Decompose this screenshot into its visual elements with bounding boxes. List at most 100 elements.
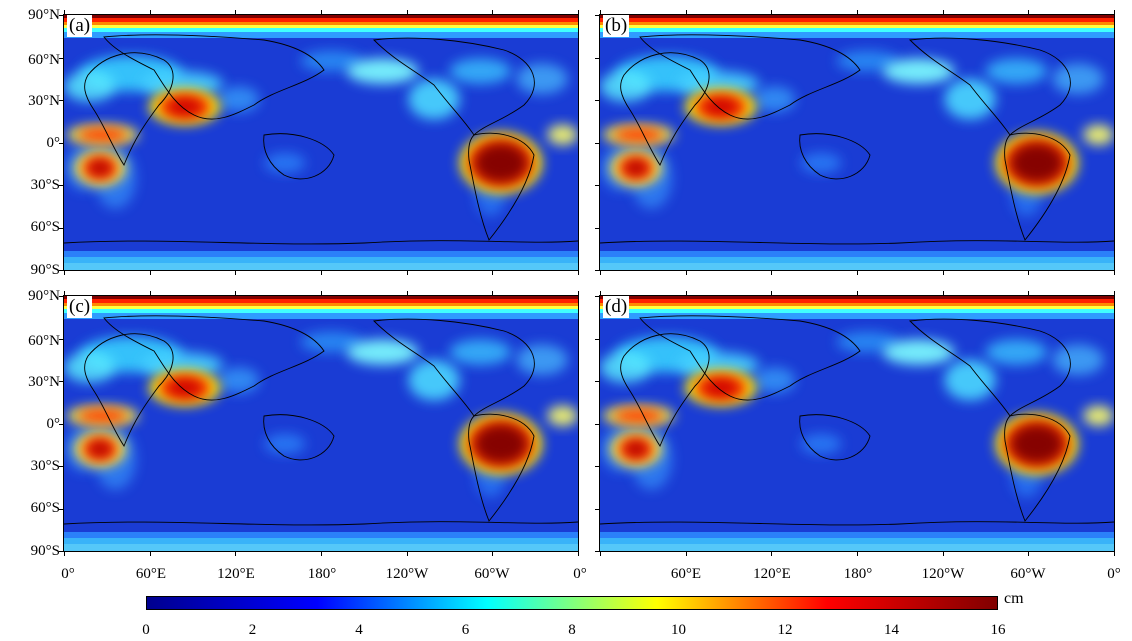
lat-label-90s-top: 90°S bbox=[30, 262, 60, 278]
colorbar-tick-label: 16 bbox=[990, 622, 1006, 638]
field-blob bbox=[944, 78, 996, 120]
field-blob bbox=[218, 367, 260, 393]
lon-label-60e-right: 60°E bbox=[670, 566, 702, 582]
lat-label-60s-top: 60°S bbox=[30, 219, 60, 235]
lon-label-120e-left: 120°E bbox=[217, 566, 255, 582]
colorbar-tick-label: 0 bbox=[142, 622, 150, 638]
axis-tick bbox=[321, 291, 322, 296]
lon-label-120w-left: 120°W bbox=[385, 566, 429, 582]
axis-tick bbox=[595, 508, 600, 510]
axis-tick bbox=[1114, 270, 1115, 275]
polar-band bbox=[64, 257, 578, 263]
lat-label-0-bottom: 0° bbox=[46, 416, 61, 432]
coastline bbox=[909, 37, 1071, 136]
polar-band bbox=[600, 257, 1114, 263]
field-blob bbox=[702, 97, 739, 116]
field-blob bbox=[300, 50, 363, 72]
polar-band bbox=[600, 296, 1114, 300]
polar-band bbox=[64, 544, 578, 551]
map-panel-c: (c) bbox=[63, 295, 579, 552]
polar-band bbox=[600, 263, 1114, 270]
coastline bbox=[620, 52, 710, 166]
polar-band bbox=[600, 306, 1114, 310]
axis-tick bbox=[578, 551, 579, 556]
colorbar-tick-label: 6 bbox=[461, 622, 470, 638]
polar-band bbox=[64, 22, 578, 26]
colorbar-tick-label: 14 bbox=[884, 622, 899, 638]
field-blob bbox=[754, 367, 796, 393]
field-blob bbox=[218, 86, 260, 112]
axis-tick bbox=[942, 551, 944, 556]
colorbar-tick-label: 10 bbox=[671, 622, 686, 638]
coastline bbox=[600, 521, 1114, 526]
lon-label-60w-right: 60°W bbox=[1010, 566, 1046, 582]
axis-tick bbox=[406, 551, 408, 556]
axis-tick bbox=[59, 423, 64, 425]
axis-tick bbox=[600, 551, 601, 556]
polar-band bbox=[600, 28, 1114, 33]
polar-band bbox=[600, 544, 1114, 551]
axis-tick bbox=[406, 10, 408, 15]
lon-label-120w-right: 120°W bbox=[921, 566, 965, 582]
axis-tick bbox=[1028, 270, 1030, 275]
colorbar-tick-label: 4 bbox=[355, 622, 363, 638]
field-blob bbox=[408, 78, 460, 120]
field-blob bbox=[77, 127, 128, 142]
axis-tick bbox=[942, 270, 944, 275]
coastline bbox=[103, 315, 325, 401]
axis-tick bbox=[595, 270, 600, 271]
lon-label-60w-left: 60°W bbox=[474, 566, 510, 582]
map-panel-b: (b) bbox=[599, 14, 1115, 271]
axis-tick bbox=[59, 551, 64, 552]
polar-band bbox=[64, 309, 578, 314]
field-blob bbox=[944, 359, 996, 401]
polar-band bbox=[64, 296, 578, 300]
axis-tick bbox=[149, 551, 151, 556]
field-blob bbox=[166, 378, 203, 397]
axis-tick bbox=[321, 10, 322, 15]
coastline bbox=[799, 133, 871, 180]
lat-label-60n-bottom: 60°N bbox=[28, 333, 60, 349]
axis-tick bbox=[857, 291, 858, 296]
axis-tick bbox=[492, 10, 494, 15]
axis-tick bbox=[685, 551, 687, 556]
colorbar-unit: cm bbox=[1004, 590, 1024, 607]
coastline bbox=[639, 315, 861, 401]
axis-tick bbox=[600, 291, 601, 296]
lon-label-0-left: 0° bbox=[61, 566, 75, 582]
lat-label-30n-bottom: 30°N bbox=[28, 374, 60, 390]
axis-tick bbox=[685, 10, 687, 15]
axis-tick bbox=[59, 100, 64, 101]
coastline bbox=[84, 52, 174, 166]
field-blob bbox=[600, 71, 652, 102]
field-blob bbox=[64, 71, 116, 102]
colorbar bbox=[146, 596, 998, 610]
axis-tick bbox=[149, 291, 151, 296]
axis-tick bbox=[595, 227, 600, 229]
field-blob bbox=[985, 339, 1048, 365]
axis-tick bbox=[1114, 291, 1115, 296]
field-blob bbox=[754, 86, 796, 112]
polar-band bbox=[64, 263, 578, 270]
axis-tick bbox=[321, 551, 322, 556]
coastline bbox=[373, 318, 535, 417]
polar-band bbox=[600, 18, 1114, 23]
polar-band bbox=[600, 532, 1114, 538]
lat-label-60n-top: 60°N bbox=[28, 52, 60, 68]
axis-tick bbox=[59, 227, 64, 229]
axis-tick bbox=[59, 381, 64, 382]
field-blob bbox=[547, 405, 578, 427]
field-blob bbox=[1010, 424, 1064, 464]
colorbar-tick-label: 2 bbox=[248, 622, 257, 638]
axis-tick bbox=[1114, 10, 1115, 15]
polar-band bbox=[600, 309, 1114, 314]
lat-label-30s-bottom: 30°S bbox=[30, 458, 60, 474]
axis-tick bbox=[59, 142, 64, 144]
field-blob bbox=[166, 97, 203, 116]
map-panel-a: (a) bbox=[63, 14, 579, 271]
polar-band bbox=[64, 306, 578, 310]
axis-tick bbox=[149, 270, 151, 275]
axis-tick bbox=[59, 466, 64, 467]
field-blob bbox=[300, 331, 363, 353]
axis-tick bbox=[492, 291, 494, 296]
